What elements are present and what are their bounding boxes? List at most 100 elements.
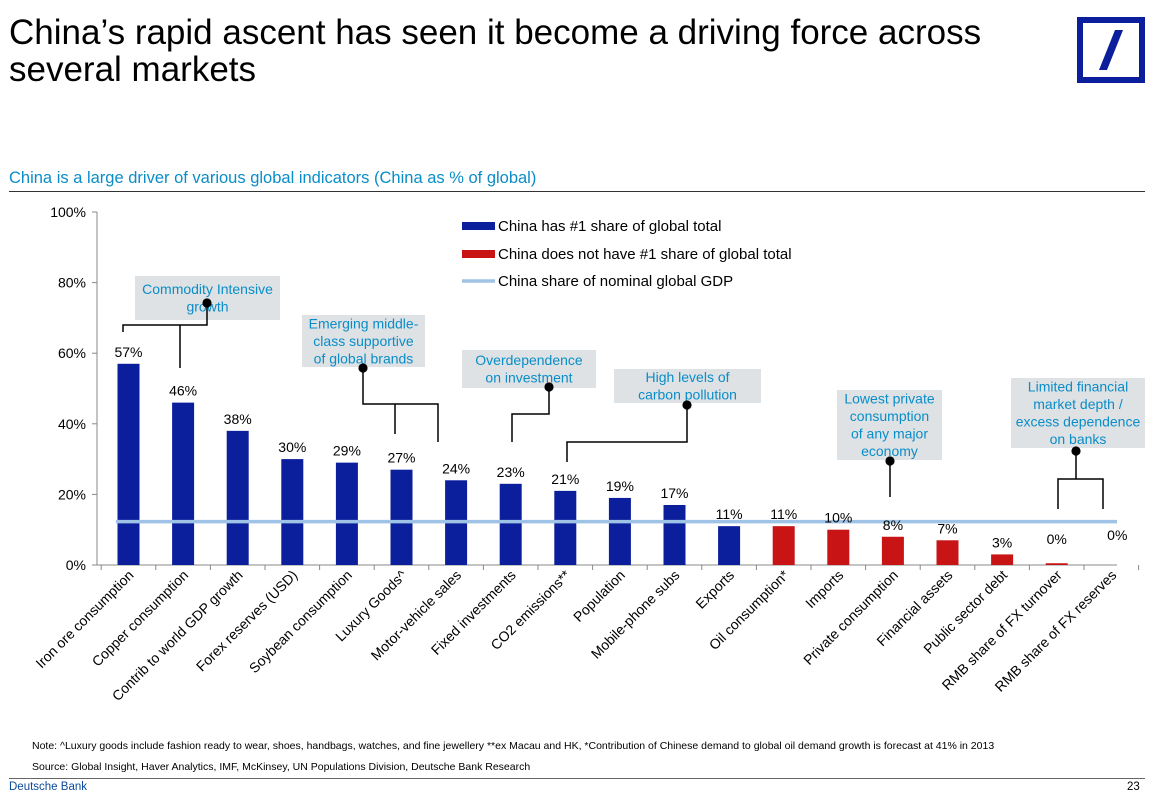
bar-15 [936, 540, 959, 565]
callout-box-investment [462, 350, 596, 388]
callout-text-private-consumption: of any major [851, 426, 928, 442]
value-label-14: 8% [883, 517, 903, 533]
chart-note: Note: ^Luxury goods include fashion read… [32, 740, 995, 752]
bar-1 [172, 402, 195, 565]
bar-series [117, 363, 1068, 565]
footer-divider [9, 778, 1145, 779]
value-label-18: 0% [1107, 527, 1127, 543]
callout-boxes: Commodity IntensivegrowthEmerging middle… [135, 276, 1145, 460]
connector-dot [682, 400, 692, 410]
connector-dot [202, 298, 212, 308]
callout-text-financial-market: Limited financial [1028, 379, 1128, 395]
legend-label-1: China does not have #1 share of global t… [498, 246, 792, 263]
logo-frame [1077, 17, 1145, 83]
y-tick-label: 0% [66, 557, 86, 573]
bar-10 [663, 504, 686, 565]
chart-legend: China has #1 share of global total China … [462, 218, 792, 290]
value-label-8: 21% [551, 471, 579, 487]
callout-box-financial-market [1011, 378, 1145, 448]
value-label-5: 27% [387, 450, 415, 466]
chart-source: Source: Global Insight, Haver Analytics,… [32, 761, 531, 773]
callout-text-private-consumption: economy [861, 443, 918, 459]
bar-3 [281, 459, 304, 565]
value-label-7: 23% [497, 464, 525, 480]
category-label-13: Imports [802, 567, 846, 611]
callout-text-financial-market: on banks [1050, 431, 1107, 447]
callout-text-middle-class: of global brands [314, 350, 414, 366]
value-label-9: 19% [606, 478, 634, 494]
bar-16 [991, 554, 1014, 565]
callout-text-private-consumption: Lowest private [844, 391, 934, 407]
slide-title: China’s rapid ascent has seen it become … [9, 13, 982, 89]
value-label-12: 11% [770, 506, 797, 522]
y-tick-label: 60% [58, 345, 86, 361]
callout-box-private-consumption [837, 390, 942, 460]
value-label-11: 11% [716, 506, 743, 522]
footer-brand: Deutsche Bank [9, 781, 87, 793]
callout-box-middle-class [302, 315, 425, 367]
value-label-3: 30% [278, 439, 306, 455]
connector-line [566, 405, 688, 462]
y-tick-label: 80% [58, 275, 86, 291]
bar-12 [772, 526, 795, 565]
chart-title: China is a large driver of various globa… [9, 169, 537, 187]
connector-line [511, 387, 550, 442]
value-label-13: 10% [824, 510, 852, 526]
bar-17 [1045, 563, 1068, 565]
connector-line [362, 368, 439, 442]
bar-8 [554, 490, 577, 565]
value-labels: 57% 46% 38% 30% 29% 27% 24% 23% 21% 19% 17% 11% 11% 1… [114, 344, 1127, 551]
annotation-connectors [122, 298, 1104, 509]
category-label-4: Soybean consumption [246, 567, 355, 676]
value-label-10: 17% [660, 485, 688, 501]
callout-text-financial-market: excess dependence [1016, 414, 1141, 430]
connector-line [122, 303, 208, 332]
category-label-1: Copper consumption [89, 567, 192, 670]
connector-dot [885, 456, 895, 466]
bar-2 [226, 430, 249, 565]
value-label-2: 38% [224, 411, 252, 427]
callout-text-investment: on investment [485, 370, 572, 386]
value-label-15: 7% [937, 520, 957, 536]
legend-swatch-1 [462, 250, 495, 258]
callout-text-middle-class: class supportive [313, 333, 414, 349]
connector-dot [358, 363, 368, 373]
category-label-0: Iron ore consumption [32, 567, 136, 671]
bar-0 [117, 363, 140, 565]
bar-chart: 0% 20% 40% 60% 80% 100% Commodity Intensivegr… [32, 204, 1145, 704]
value-label-16: 3% [992, 534, 1012, 550]
value-label-1: 46% [169, 383, 197, 399]
connector-line [1057, 478, 1104, 509]
y-tick-label: 40% [58, 416, 86, 432]
subtitle-divider [9, 191, 1145, 192]
legend-swatch-0 [462, 222, 495, 230]
bar-5 [390, 469, 413, 565]
category-label-14: Private consumption [800, 567, 901, 668]
category-label-3: Forex reserves (USD) [193, 567, 301, 675]
value-label-4: 29% [333, 443, 361, 459]
bar-9 [608, 497, 631, 565]
logo-slash [1099, 30, 1123, 70]
connector-dot [1071, 446, 1081, 456]
category-label-11: Exports [692, 567, 737, 612]
y-tick-label: 100% [50, 204, 86, 220]
callout-text-middle-class: Emerging middle- [309, 315, 419, 331]
callout-text-carbon: carbon pollution [638, 387, 737, 403]
callout-text-private-consumption: consumption [850, 408, 929, 424]
value-label-0: 57% [114, 344, 142, 360]
bar-13 [827, 529, 850, 565]
callout-box-carbon [614, 369, 761, 403]
bar-7 [499, 483, 522, 565]
bar-4 [335, 462, 358, 565]
value-label-17: 0% [1047, 531, 1067, 547]
legend-label-0: China has #1 share of global total [498, 218, 721, 235]
callout-text-carbon: High levels of [645, 369, 729, 385]
connector-dot [544, 382, 554, 392]
value-label-6: 24% [442, 460, 470, 476]
callout-text-investment: Overdependence [475, 352, 583, 368]
page-number: 23 [1127, 781, 1140, 793]
category-label-6: Motor-vehicle sales [368, 567, 465, 664]
callout-text-financial-market: market depth / [1033, 396, 1123, 412]
bar-14 [881, 536, 904, 565]
